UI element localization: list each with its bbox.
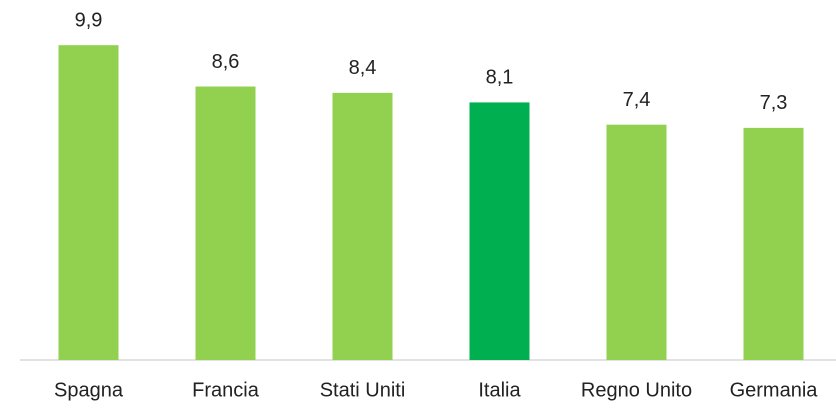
data-label: 8,6 <box>212 51 240 73</box>
data-label: 9,9 <box>75 9 103 31</box>
bar <box>332 92 393 360</box>
x-tick-label: Stati Uniti <box>320 379 406 401</box>
data-label: 7,4 <box>623 89 651 111</box>
bar <box>469 102 530 361</box>
bar <box>606 124 667 361</box>
data-label: 8,4 <box>349 57 377 79</box>
x-tick-label: Germania <box>730 379 819 401</box>
data-label: 7,3 <box>760 92 788 114</box>
x-tick-label: Italia <box>478 379 521 401</box>
bar <box>195 86 256 361</box>
data-label: 8,1 <box>486 67 514 89</box>
bar <box>743 127 804 360</box>
x-tick-label: Regno Unito <box>581 379 692 401</box>
x-tick-label: Spagna <box>54 379 124 401</box>
x-tick-label: Francia <box>192 379 260 401</box>
bar <box>58 45 119 361</box>
